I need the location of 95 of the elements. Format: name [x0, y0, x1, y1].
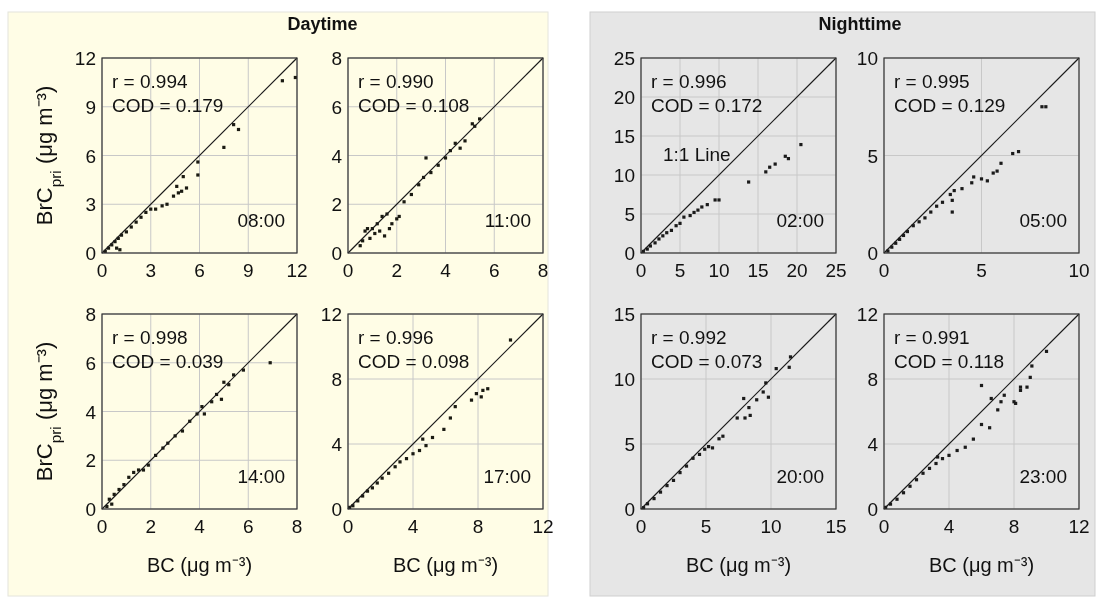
annotation: r = 0.995	[894, 71, 970, 92]
y-tick-label: 8	[867, 369, 878, 390]
y-tick-label: 0	[85, 499, 96, 520]
x-tick-label: 3	[145, 260, 157, 281]
annotation: r = 0.998	[112, 327, 188, 348]
x-axis-title: BC (μg m⁻³)	[146, 554, 253, 576]
x-tick-label: 2	[145, 516, 157, 537]
y-tick-label: 12	[74, 48, 96, 69]
annotation: r = 0.996	[651, 71, 727, 92]
x-tick-label: 2	[391, 260, 403, 281]
annotation: 02:00	[776, 210, 824, 231]
annotation: COD = 0.098	[358, 351, 470, 372]
y-tick-label: 0	[331, 243, 342, 264]
x-tick-label: 12	[286, 260, 308, 281]
x-tick-label: 12	[532, 516, 554, 537]
y-tick-label: 8	[85, 304, 96, 325]
x-tick-label: 20	[786, 260, 808, 281]
x-tick-label: 6	[488, 260, 500, 281]
annotation: 11:00	[484, 210, 531, 231]
annotation: COD = 0.108	[358, 95, 470, 116]
annotation: COD = 0.073	[651, 351, 763, 372]
x-tick-label: 8	[291, 516, 303, 537]
y-tick-label: 0	[867, 499, 878, 520]
y-tick-label: 6	[85, 145, 96, 167]
y-tick-label: 4	[331, 434, 343, 455]
y-tick-label: 5	[624, 204, 635, 225]
x-tick-label: 9	[242, 260, 254, 281]
y-tick-label: 15	[613, 304, 635, 325]
x-tick-label: 5	[700, 516, 712, 537]
x-tick-label: 8	[472, 516, 484, 537]
annotation: r = 0.991	[894, 327, 970, 348]
y-tick-label: 6	[85, 352, 96, 374]
x-tick-label: 25	[825, 260, 847, 281]
annotation: 14:00	[237, 466, 285, 487]
y-tick-label: 2	[85, 450, 96, 472]
annotation: 17:00	[483, 466, 531, 487]
y-tick-label: 5	[624, 434, 635, 455]
y-tick-label: 8	[331, 48, 342, 69]
y-tick-label: 8	[331, 369, 342, 390]
y-tick-label: 20	[613, 87, 635, 108]
x-tick-label: 10	[708, 260, 730, 281]
x-axis-title: BC (μg m⁻³)	[685, 554, 792, 576]
x-axis-title: BC (μg m⁻³)	[928, 554, 1035, 576]
annotation: r = 0.990	[358, 71, 434, 92]
y-tick-label: 5	[867, 145, 878, 167]
annotation: 1:1 Line	[663, 143, 731, 165]
y-tick-label: 4	[85, 401, 97, 423]
y-tick-label: 4	[867, 434, 879, 455]
annotation: COD = 0.118	[894, 351, 1005, 372]
x-tick-label: 4	[407, 516, 419, 537]
x-tick-label: 6	[194, 260, 205, 281]
annotation: COD = 0.172	[651, 95, 763, 116]
annotation: COD = 0.179	[112, 95, 224, 116]
x-tick-label: 5	[674, 260, 686, 281]
annotation: r = 0.996	[358, 327, 434, 348]
y-tick-label: 0	[867, 243, 878, 264]
x-axis-title: BC (μg m⁻³)	[392, 554, 499, 576]
y-tick-label: 10	[613, 165, 635, 186]
y-tick-label: 9	[85, 96, 96, 118]
x-tick-label: 4	[440, 260, 452, 281]
y-tick-label: 3	[85, 194, 96, 216]
x-tick-label: 15	[825, 516, 847, 537]
annotation: COD = 0.039	[112, 351, 224, 372]
x-tick-label: 8	[537, 260, 549, 281]
y-tick-label: 0	[624, 243, 635, 264]
annotation: r = 0.994	[112, 71, 188, 92]
y-tick-label: 12	[320, 304, 342, 325]
x-tick-label: 10	[1068, 260, 1090, 281]
y-tick-label: 6	[331, 96, 342, 118]
x-tick-label: 4	[943, 516, 955, 537]
annotation: 05:00	[1019, 210, 1067, 231]
y-tick-label: 10	[613, 369, 635, 390]
annotation: 20:00	[776, 466, 824, 487]
x-tick-label: 4	[194, 516, 206, 537]
y-tick-label: 15	[613, 126, 635, 147]
y-tick-label: 2	[331, 194, 342, 216]
y-tick-label: 4	[331, 145, 343, 167]
y-tick-label: 0	[624, 499, 635, 520]
y-tick-label: 25	[613, 48, 635, 69]
y-tick-label: 10	[856, 48, 878, 69]
y-tick-label: 12	[856, 304, 878, 325]
x-tick-label: 10	[760, 516, 782, 537]
y-tick-label: 0	[85, 243, 96, 264]
x-tick-label: 6	[242, 516, 254, 537]
x-tick-label: 5	[976, 260, 987, 281]
chart-title: Nighttime	[818, 14, 902, 34]
x-tick-label: 8	[1008, 516, 1020, 537]
y-tick-label: 0	[331, 499, 342, 520]
x-tick-label: 15	[747, 260, 769, 281]
annotation: 23:00	[1019, 466, 1067, 487]
annotation: 08:00	[237, 210, 285, 231]
annotation: r = 0.992	[651, 327, 727, 348]
chart-title: Daytime	[287, 14, 358, 34]
annotation: COD = 0.129	[894, 95, 1006, 116]
x-tick-label: 12	[1068, 516, 1090, 537]
